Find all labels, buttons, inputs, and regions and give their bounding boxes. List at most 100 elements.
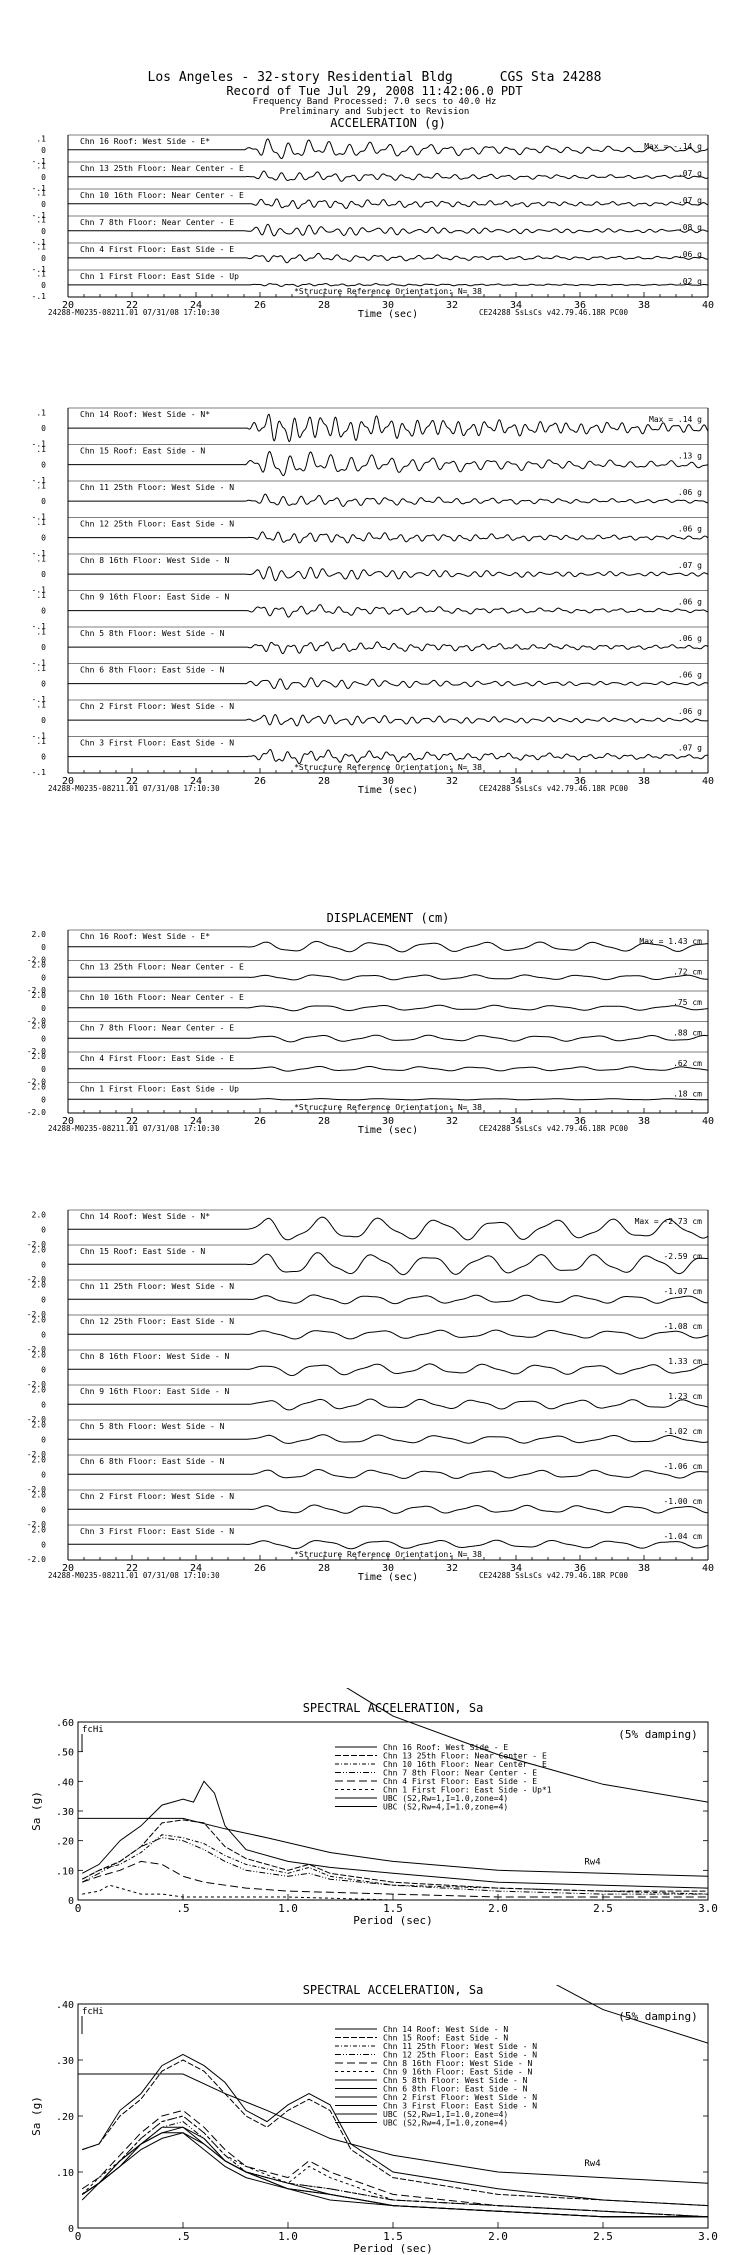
trace-line [68,1252,708,1276]
spectrum-line [81,2132,708,2218]
channel-label: Chn 1 First Floor: East Side - Up [80,1085,239,1094]
channel-label: Chn 14 Roof: West Side - N* [80,1212,210,1221]
x-tick-label: 22 [126,1563,138,1574]
y-tick-label: -.1 [32,211,47,220]
y-tick-label: 0 [41,1505,46,1514]
y-tick-label: 0 [41,1065,46,1074]
legend-label: Chn 6 8th Floor: East Side - N [383,2085,528,2094]
x-tick-label: 3.0 [698,1902,718,1915]
y-tick-label: -2.0 [27,956,46,965]
y-tick-label: .1 [36,216,46,225]
x-tick-label: 26 [254,300,266,311]
x-axis-label: Time (sec) [358,309,418,320]
y-tick-label: 0 [68,2224,74,2235]
spectrum-line [346,1688,708,1803]
y-tick-label: 2.0 [32,1386,47,1395]
x-tick-label: 30 [382,1563,394,1574]
max-value-label: 1.23 cm [668,1392,702,1401]
max-value-label: .06 g [678,488,702,497]
x-tick-label: 1.0 [278,1902,298,1915]
legend-label: Chn 4 First Floor: East Side - E [383,1777,537,1786]
max-value-label: .06 g [678,525,702,534]
corner-label: fcHi [82,2007,104,2017]
channel-label: Chn 12 25th Floor: East Side - N [80,520,234,529]
orientation-note: *Structure Reference Orientation: N= 38 [294,1550,482,1559]
y-tick-label: 2.0 [32,1052,47,1061]
y-tick-label: 0 [41,254,46,263]
orientation-note: *Structure Reference Orientation: N= 38 [294,1103,482,1112]
corner-label: fcHi [82,1725,104,1735]
header-frequency-band: Frequency Band Processed: 7.0 secs to 40… [252,97,497,107]
channel-label: Chn 16 Roof: West Side - E* [80,932,210,941]
channel-label: Chn 5 8th Floor: West Side - N [80,1422,225,1431]
legend-label: Chn 3 First Floor: East Side - N [383,2102,537,2111]
y-tick-label: 2.0 [32,1421,47,1430]
spectrum-line [82,1860,708,1898]
chart-panel-6: SPECTRAL ACCELERATION, Sa 0 .10 .20 .30 .40 0.… [30,1983,718,2255]
y-tick-label: 2.0 [32,1211,47,1220]
spectrum-line [78,1817,708,1877]
x-tick-label: 2.5 [593,2230,613,2243]
y-tick-label: -.1 [32,265,47,274]
channel-label: Chn 10 16th Floor: Near Center - E [80,993,244,1002]
x-tick-label: 40 [702,300,714,311]
spectrum-line [81,1819,708,1892]
x-tick-label: 40 [702,1116,714,1127]
y-tick-label: 0 [41,1470,46,1479]
footer-right: CE24288 SsLsCs v42.79.46.18R PC00 [479,784,628,793]
max-value-label: -1.00 cm [663,1497,702,1506]
x-tick-label: 36 [574,300,586,311]
trace-line [68,283,708,287]
x-axis-label: Period (sec) [353,1914,432,1927]
spectrum-line [81,2115,708,2218]
y-tick-label: -2.0 [27,1017,46,1026]
trace-line [68,641,709,655]
x-tick-label: 22 [126,300,138,311]
y-tick-label: .1 [36,189,46,198]
footer-right: CE24288 SsLsCs v42.79.46.18R PC00 [479,1124,628,1133]
y-tick-label: .1 [36,518,46,527]
chart-title: DISPLACEMENT (cm) [327,911,450,925]
legend-label: Chn 7 8th Floor: Near Center - E [383,1769,537,1778]
x-tick-label: 2.0 [488,1902,508,1915]
trace-line [68,974,709,981]
max-value-label: .88 cm [673,1029,702,1038]
y-tick-label: -2.0 [27,1450,46,1459]
y-tick-label: -2.0 [27,1047,46,1056]
x-tick-label: 28 [318,1116,330,1127]
x-tick-label: 36 [574,1563,586,1574]
channel-label: Chn 2 First Floor: West Side - N [80,702,234,711]
y-tick-label: -2.0 [27,1555,46,1564]
y-tick-label: -.1 [32,292,47,301]
y-tick-label: .1 [36,445,46,454]
x-tick-label: 28 [318,1563,330,1574]
channel-label: Chn 7 8th Floor: Near Center - E [80,1024,234,1033]
x-tick-label: 24 [190,1563,202,1574]
y-tick-label: 0 [41,1260,46,1269]
y-tick-label: .30 [56,1807,74,1818]
trace-line [68,1066,709,1072]
spectrum-line [82,2059,708,2207]
x-tick-label: 0 [75,1902,82,1915]
y-tick-label: -.1 [32,622,47,631]
y-tick-label: .1 [36,270,46,279]
trace-line [68,531,709,544]
channel-label: Chn 6 8th Floor: East Side - N [80,1457,225,1466]
y-tick-label: -2.0 [27,1078,46,1087]
y-tick-label: .1 [36,664,46,673]
spectrum-line [78,2073,708,2184]
channel-label: Chn 14 Roof: West Side - N* [80,410,210,419]
trace-line [68,1469,709,1479]
y-tick-label: .1 [36,701,46,710]
y-tick-label: -2.0 [27,1108,46,1117]
channel-label: Chn 6 8th Floor: East Side - N [80,666,225,675]
y-tick-label: -2.0 [27,1485,46,1494]
header-title: Los Angeles - 32-story Residential Bldg … [147,70,602,85]
max-value-label: .72 cm [673,968,702,977]
chart-panel-3: DISPLACEMENT (cm) 2.0 0 -2.0 Chn 16 Roof: We… [27,911,714,1136]
y-tick-label: 2.0 [32,930,47,939]
x-tick-label: 34 [510,1116,522,1127]
footer-right: CE24288 SsLsCs v42.79.46.18R PC00 [479,1571,628,1580]
chart-panel-5: SPECTRAL ACCELERATION, Sa 0 .10 .20 .30 .40 .5… [30,1688,718,1927]
y-tick-label: 0 [41,227,46,236]
